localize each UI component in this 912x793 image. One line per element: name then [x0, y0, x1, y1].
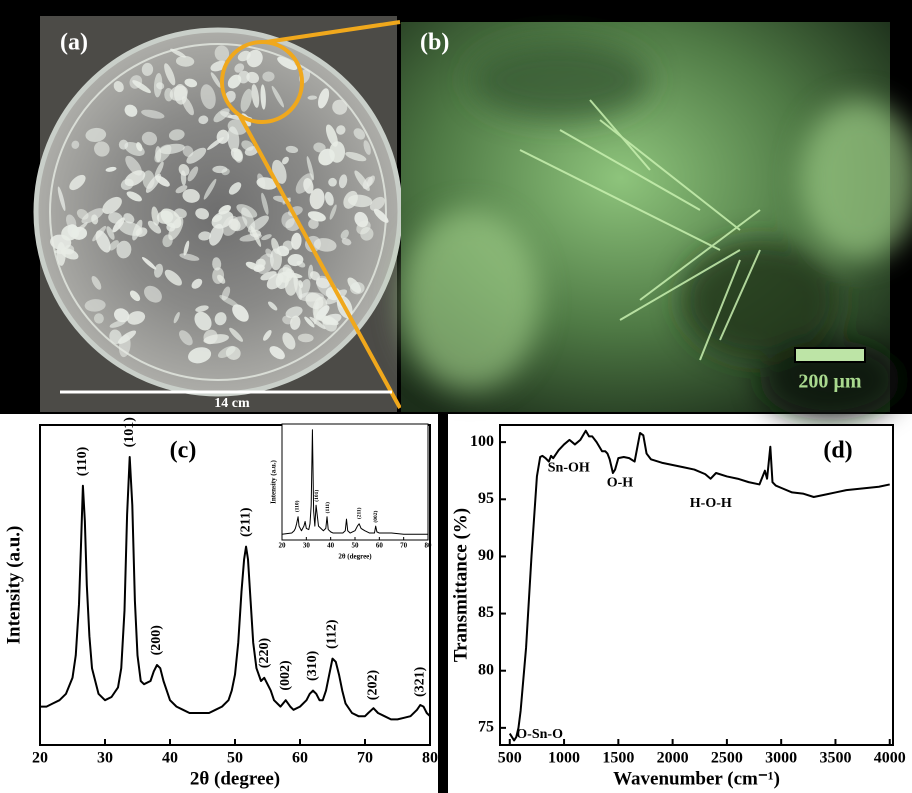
x-axis-label: 2θ (degree): [190, 768, 280, 789]
annotation: Sn-OH: [548, 461, 590, 476]
panel-divider: [438, 414, 448, 793]
x-tick-label: 80: [422, 749, 438, 766]
x-tick-label: 2500: [711, 749, 743, 766]
annotation: (111): [324, 502, 331, 513]
x-tick-label: 3500: [819, 749, 851, 766]
scale-bar-label: 200 µm: [798, 371, 862, 393]
annotation: (200): [149, 625, 164, 656]
annotation: (211): [238, 507, 253, 537]
x-tick-label: 40: [162, 749, 178, 766]
annotation: (202): [366, 670, 381, 701]
y-tick-label: 75: [478, 719, 494, 736]
x-tick-label: 60: [376, 542, 384, 550]
y-axis-label: Intensity (a.u.): [270, 459, 278, 503]
x-tick-label: 3000: [765, 749, 797, 766]
scale-bar: [795, 348, 865, 362]
y-tick-label: 85: [478, 604, 494, 621]
annotation: (110): [294, 500, 301, 512]
panel-label: (d): [823, 438, 852, 464]
x-tick-label: 4000: [874, 749, 906, 766]
y-axis-label: Transmittance (%): [450, 508, 471, 662]
x-axis-label: Wavenumber (cm⁻¹): [613, 768, 780, 789]
y-axis-label: Intensity (a.u.): [3, 526, 24, 645]
annotation: O-H: [607, 476, 634, 491]
x-tick-label: 70: [357, 749, 373, 766]
x-tick-label: 20: [279, 542, 287, 550]
panel-label: (c): [170, 438, 197, 464]
scale-bar-label: 14 cm: [214, 396, 250, 411]
panel-label: (a): [60, 30, 88, 56]
photo-a: 14 cm (a): [36, 16, 400, 412]
annotation: (220): [257, 638, 272, 669]
y-tick-label: 90: [478, 547, 494, 564]
annotation: O-Sn-O: [516, 727, 563, 742]
x-tick-label: 30: [303, 542, 311, 550]
x-tick-label: 1000: [548, 749, 580, 766]
photo-b: 200 µm (b): [400, 22, 912, 420]
annotation: (110): [75, 446, 90, 476]
x-tick-label: 500: [498, 749, 522, 766]
y-tick-label: 100: [470, 433, 494, 450]
x-tick-label: 50: [227, 749, 243, 766]
panel-label: (b): [420, 30, 449, 56]
y-tick-label: 80: [478, 661, 494, 678]
x-axis-label: 2θ (degree): [338, 553, 372, 561]
annotation: (101): [122, 417, 137, 448]
figure: 14 cm (a) 200 µm (b) 20 30 40 50 60 70 80 2θ (d…: [0, 0, 912, 793]
annotation: (310): [305, 650, 320, 681]
plot-frame: [282, 424, 428, 540]
charts: 20 30 40 50 60 70 80 2θ (degree) Intensity (a.u.…: [3, 417, 905, 790]
x-tick-label: 40: [327, 542, 335, 550]
x-tick-label: 60: [292, 749, 308, 766]
annotation: (211): [355, 507, 362, 519]
y-tick-label: 95: [478, 490, 494, 507]
x-tick-label: 50: [352, 542, 360, 550]
annotation: (002): [278, 660, 293, 691]
annotation: (002): [372, 511, 379, 523]
x-tick-label: 70: [400, 542, 408, 550]
annotation: (321): [412, 666, 427, 697]
x-tick-label: 2000: [657, 749, 689, 766]
annotation: H-O-H: [690, 496, 732, 511]
x-tick-label: 1500: [602, 749, 634, 766]
x-tick-label: 80: [425, 542, 433, 550]
x-tick-label: 20: [32, 749, 48, 766]
annotation: (101): [313, 490, 320, 502]
annotation: (112): [325, 619, 340, 649]
x-tick-label: 30: [97, 749, 113, 766]
